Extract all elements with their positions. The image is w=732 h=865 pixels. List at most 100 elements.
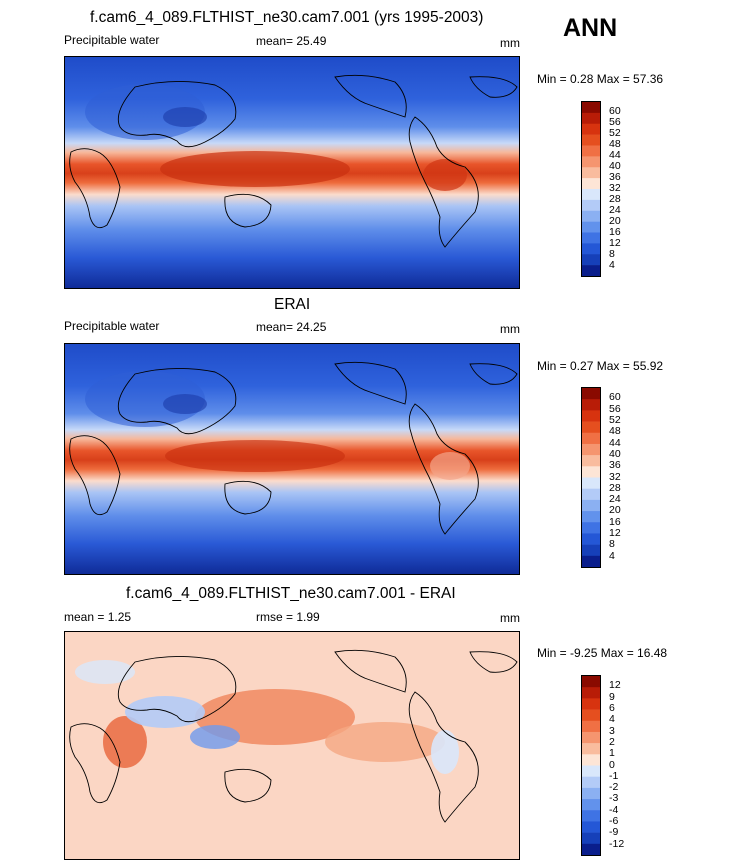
colorbar-swatch [582, 754, 600, 766]
colorbar-swatch [582, 720, 600, 733]
colorbar-swatch [582, 533, 600, 545]
colorbar-swatch [582, 455, 600, 467]
colorbar-tick-label: 32 [609, 470, 621, 483]
colorbar-swatch [582, 399, 600, 411]
colorbar-swatch [582, 488, 600, 501]
colorbar-tick-label: 8 [609, 248, 615, 260]
season-label: ANN [563, 14, 618, 42]
colorbar-tick-label: 16 [609, 226, 621, 238]
colorbar-tick-label: 6 [609, 701, 615, 714]
panel2-colorbar-swatches [582, 388, 600, 568]
colorbar-swatch [582, 698, 600, 710]
panel1-variable-label: Precipitable water [64, 33, 160, 47]
panel2-mean-label: mean= 24.25 [256, 320, 327, 334]
colorbar-swatch [582, 466, 600, 478]
colorbar-tick-label: 52 [609, 413, 621, 426]
colorbar-tick-label: 8 [609, 538, 615, 551]
colorbar-swatch [582, 243, 600, 255]
colorbar-tick-label: 28 [609, 193, 621, 205]
colorbar-tick-label: 2 [609, 735, 615, 748]
colorbar-swatch [582, 776, 600, 789]
colorbar-tick-label: 28 [609, 481, 621, 494]
colorbar-tick-label: 36 [609, 459, 621, 472]
colorbar-tick-label: 32 [609, 182, 621, 194]
colorbar-tick-label: 40 [609, 160, 621, 172]
colorbar-swatch [582, 799, 600, 811]
colorbar-swatch [582, 167, 600, 179]
colorbar-tick-label: 12 [609, 237, 621, 249]
panel2-unit-label: mm [500, 322, 520, 336]
colorbar-swatch [582, 112, 600, 125]
colorbar-tick-label: 9 [609, 690, 615, 703]
panel2-minmax-label: Min = 0.27 Max = 55.92 [537, 359, 664, 373]
colorbar-swatch [582, 432, 600, 445]
colorbar-swatch [582, 443, 600, 456]
colorbar-tick-label: 24 [609, 204, 621, 216]
colorbar-swatch [582, 156, 600, 168]
colorbar-tick-label: 4 [609, 259, 615, 271]
colorbar-swatch [582, 123, 600, 135]
colorbar-tick-label: 56 [609, 116, 621, 128]
panel1-colorbar [581, 101, 601, 277]
colorbar-swatch [582, 544, 600, 557]
colorbar-tick-label: -6 [609, 815, 619, 828]
panel3-colorbar-swatches [582, 676, 600, 856]
colorbar-swatch [582, 134, 600, 146]
colorbar-tick-label: 1 [609, 747, 615, 760]
colorbar-swatch [582, 743, 600, 755]
colorbar-swatch [582, 499, 600, 512]
panel3-minmax-label: Min = -9.25 Max = 16.48 [537, 646, 668, 660]
colorbar-swatch [582, 145, 600, 157]
colorbar-tick-label: -1 [609, 769, 619, 782]
panel3-unit-label: mm [500, 611, 520, 625]
panel2-title: ERAI [274, 296, 311, 313]
colorbar-swatch [582, 810, 600, 822]
colorbar-tick-label: 3 [609, 724, 615, 737]
panel3-rmse-label: rmse = 1.99 [256, 610, 320, 624]
colorbar-tick-label: 12 [609, 679, 621, 692]
panel2-map [64, 343, 520, 575]
colorbar-swatch [582, 522, 600, 534]
colorbar-tick-label: 24 [609, 493, 621, 506]
colorbar-tick-label: 48 [609, 425, 621, 438]
colorbar-tick-label: 20 [609, 215, 621, 227]
colorbar-swatch [582, 232, 600, 244]
colorbar-tick-label: 12 [609, 527, 621, 540]
colorbar-tick-label: 44 [609, 149, 621, 161]
colorbar-swatch [582, 687, 600, 699]
colorbar-tick-label: -9 [609, 826, 619, 839]
colorbar-swatch [582, 555, 600, 568]
colorbar-swatch [582, 410, 600, 422]
panel3-colorbar [581, 675, 601, 856]
colorbar-tick-label: 60 [609, 105, 621, 117]
panel1-colorbar-swatches [582, 102, 600, 277]
panel3-title: f.cam6_4_089.FLTHIST_ne30.cam7.001 - ERA… [126, 585, 456, 602]
colorbar-tick-label: 52 [609, 127, 621, 139]
colorbar-tick-label: -4 [609, 803, 619, 816]
colorbar-swatch [582, 221, 600, 233]
colorbar-swatch [582, 388, 600, 400]
panel2-colorbar [581, 387, 601, 568]
colorbar-swatch [582, 709, 600, 722]
panel1-coastlines [69, 74, 518, 248]
colorbar-swatch [582, 511, 600, 523]
colorbar-tick-label: 48 [609, 138, 621, 150]
colorbar-swatch [582, 254, 600, 266]
panel1-mean-label: mean= 25.49 [256, 34, 327, 48]
colorbar-tick-label: 40 [609, 447, 621, 460]
panel3-map [64, 631, 520, 860]
colorbar-swatch [582, 210, 600, 222]
colorbar-swatch [582, 832, 600, 845]
colorbar-tick-label: -3 [609, 792, 619, 805]
colorbar-swatch [582, 199, 600, 212]
colorbar-swatch [582, 765, 600, 777]
colorbar-swatch [582, 421, 600, 434]
colorbar-swatch [582, 843, 600, 856]
colorbar-tick-label: 4 [609, 713, 615, 726]
colorbar-tick-label: 36 [609, 171, 621, 183]
panel1-map [64, 56, 520, 289]
panel1-minmax-label: Min = 0.28 Max = 57.36 [537, 72, 664, 86]
panel3-mean-label: mean = 1.25 [64, 610, 132, 624]
colorbar-swatch [582, 189, 600, 201]
colorbar-swatch [582, 787, 600, 800]
